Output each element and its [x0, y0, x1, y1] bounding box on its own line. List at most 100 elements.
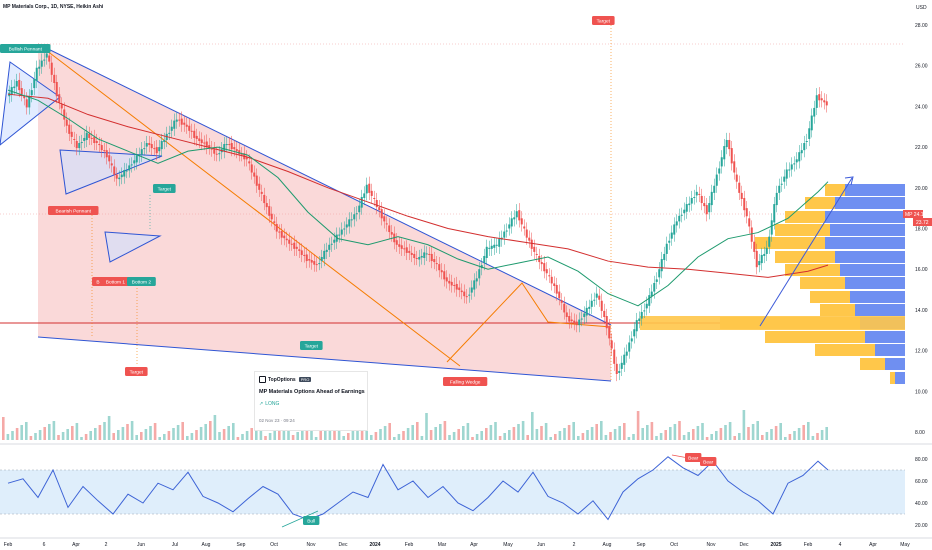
- target-label-bg: [153, 184, 176, 193]
- candle-body: [588, 306, 591, 309]
- volume-bar: [623, 423, 626, 440]
- volume-bar: [710, 434, 713, 440]
- candle-body: [765, 247, 768, 254]
- volume-bar: [130, 421, 134, 440]
- candle-body: [555, 284, 558, 294]
- candle-body: [80, 142, 83, 144]
- volume-bar: [751, 424, 755, 440]
- price-axis[interactable]: 28.00 26.00 24.00 22.00 20.00 18.00 16.00 14.00…: [903, 23, 932, 436]
- volume-bar: [586, 430, 589, 440]
- volume-bar: [774, 426, 778, 440]
- time-tick-label: Jun: [537, 542, 545, 548]
- price-tick-label: 26.00: [915, 64, 928, 70]
- candle-body: [363, 193, 366, 198]
- candle-body: [755, 250, 758, 268]
- target-label: Target: [130, 369, 144, 375]
- candle-body: [368, 183, 371, 193]
- volume-bar: [692, 429, 695, 440]
- volume-bar: [296, 432, 299, 440]
- volume-bar: [618, 426, 621, 440]
- candle-body: [825, 101, 828, 106]
- time-tick-label: Sep: [637, 542, 646, 548]
- candle-body: [253, 172, 256, 177]
- target-label: Target: [597, 18, 611, 24]
- candle-body: [800, 150, 803, 154]
- volume-bar: [521, 421, 525, 440]
- candle-body: [235, 149, 238, 152]
- candle-body: [773, 204, 776, 223]
- candle-body: [213, 149, 216, 154]
- candle-body: [795, 159, 798, 163]
- volume-bar: [641, 428, 644, 440]
- candle-body: [188, 125, 191, 131]
- volume-bar: [135, 435, 138, 440]
- rsi-tick-label: 60.00: [915, 479, 928, 485]
- candle-body: [398, 244, 401, 247]
- volume-bar: [94, 428, 97, 440]
- volume-bar: [489, 425, 493, 440]
- target-label-bg: [125, 367, 148, 376]
- candle-body: [178, 119, 181, 121]
- candle-body: [53, 74, 56, 83]
- candle-body: [590, 300, 593, 307]
- candle-body: [650, 291, 653, 297]
- volume-bar: [57, 435, 60, 440]
- volume-bar: [222, 429, 226, 440]
- candle-body: [750, 227, 753, 242]
- volume-bar: [558, 431, 562, 440]
- volume-bar: [738, 433, 741, 440]
- candle-body: [345, 224, 348, 228]
- candle-body: [168, 132, 171, 134]
- candle-body: [315, 264, 318, 266]
- candle-body: [613, 349, 616, 364]
- candle-body: [498, 238, 501, 247]
- time-tick-label: Dec: [740, 542, 749, 548]
- bullish-pennant-label: Bullish Pennant: [9, 46, 43, 52]
- candle-body: [430, 253, 433, 262]
- candle-body: [255, 175, 258, 186]
- volume-bar: [669, 427, 672, 440]
- volume-bar: [379, 429, 382, 440]
- volume-bar: [567, 425, 571, 440]
- volume-bar: [609, 432, 612, 440]
- volume-bar: [655, 436, 658, 440]
- candle-body: [523, 226, 526, 229]
- volume-bar: [351, 430, 355, 440]
- volume-bar: [572, 422, 575, 440]
- candle-body: [433, 259, 436, 263]
- rsi-bull-label-bg: [303, 516, 320, 525]
- wedge-upper-line: [37, 43, 612, 326]
- candle-body: [783, 176, 786, 182]
- rsi-bull-label: Bull: [307, 518, 315, 524]
- candle-body: [760, 254, 763, 264]
- volume-bar: [204, 424, 207, 440]
- candle-body: [40, 60, 43, 67]
- volume-bar: [705, 437, 709, 440]
- candle-body: [25, 99, 28, 108]
- candle-body: [18, 79, 21, 91]
- candle-body: [550, 276, 553, 284]
- candle-body: [690, 197, 693, 204]
- vp-bar-blue: [830, 224, 905, 236]
- bottom1-label: Bottom 1: [106, 279, 126, 285]
- rsi-line: [7, 456, 829, 521]
- time-tick-label: Dec: [339, 542, 348, 548]
- volume-bar: [590, 427, 594, 440]
- price-tick-label: 28.00: [915, 23, 928, 29]
- candle-body: [230, 143, 233, 150]
- candle-body: [740, 192, 743, 199]
- pattern-overlays: [91, 176, 854, 365]
- candle-body: [605, 316, 608, 329]
- candle-body: [815, 95, 818, 108]
- candle-body: [758, 261, 761, 266]
- time-axis[interactable]: Feb 6 Apr 2 Jun Jul Aug Sep Oct Nov Dec 2024 Feb Mar A…: [4, 542, 911, 548]
- idea-card[interactable]: TopOptions PRO MP Materials Options Ahea…: [254, 371, 368, 431]
- candle-body: [85, 132, 88, 140]
- candle-body: [50, 62, 53, 75]
- candle-body: [680, 214, 683, 216]
- candle-body: [30, 90, 33, 96]
- candle-body: [735, 174, 738, 182]
- long-arrow-icon: ↗: [259, 401, 264, 407]
- volume-bar: [282, 424, 286, 440]
